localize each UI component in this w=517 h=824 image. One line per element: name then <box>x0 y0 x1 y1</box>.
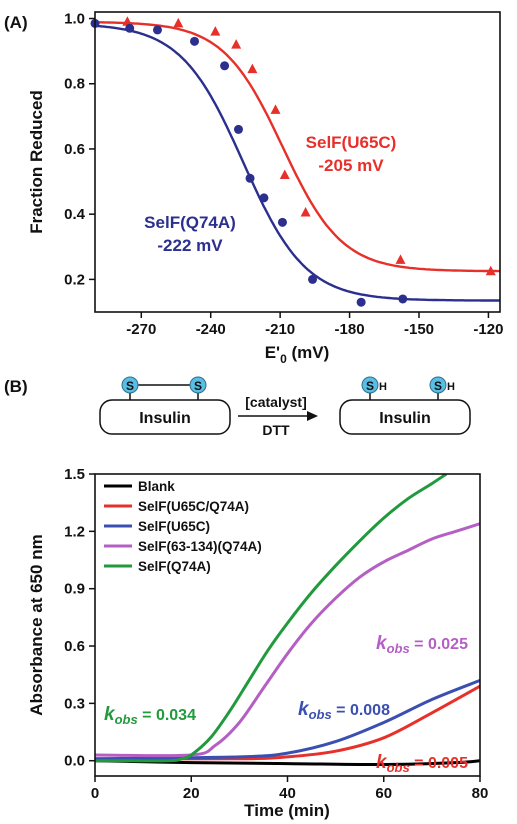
legend-label: Blank <box>138 479 175 494</box>
chart-a-ticks: -270 -240 -210 -180 -150 -120 0.2 0.4 0.6 0.8 1.0 <box>64 11 503 338</box>
redox-titration-chart: -270 -240 -210 -180 -150 -1200.20.40.60.81.0 … <box>27 11 503 366</box>
data-point <box>210 26 221 36</box>
fit-curve <box>94 21 500 273</box>
x-tick-label: 0 <box>91 785 99 802</box>
substrate-label: Insulin <box>139 410 191 427</box>
y-tick-label: 1.0 <box>64 11 85 28</box>
series-line <box>95 759 480 767</box>
thiol-h-label: H <box>447 381 455 393</box>
reaction-arrow: [catalyst] DTT <box>238 394 318 438</box>
data-point <box>190 36 200 46</box>
x-tick-label: -210 <box>265 321 295 338</box>
product-label: Insulin <box>379 410 431 427</box>
y-tick-label: 0.9 <box>64 581 85 598</box>
data-point <box>231 39 242 49</box>
chart-a-fit-curves <box>94 21 500 302</box>
series-annotation: SelF(Q74A) <box>144 213 236 232</box>
sulfur-atom <box>121 376 139 394</box>
data-point <box>152 25 162 35</box>
data-point <box>247 63 258 74</box>
x-tick-label: 20 <box>183 785 200 802</box>
thiol-atom-label: S <box>366 379 374 393</box>
data-point <box>173 17 184 28</box>
x-tick-label: 60 <box>375 785 392 802</box>
reagent-label: DTT <box>262 422 290 438</box>
y-tick-label: 0.4 <box>64 206 86 223</box>
rate-constant-label: kobs = 0.005 <box>376 752 468 775</box>
y-tick-label: 0.8 <box>64 76 85 93</box>
series-annotation: -205 mV <box>318 156 384 175</box>
data-point <box>122 16 133 26</box>
x-tick-label: -180 <box>335 321 365 338</box>
chart-a-annotations: SelF(U65C) -205 mV SelF(Q74A) -222 mV <box>144 133 396 255</box>
rate-constant-label: kobs = 0.025 <box>376 633 468 656</box>
chart-b-xlabel: Time (min) <box>244 801 330 820</box>
fit-curve <box>94 24 500 302</box>
legend-label: SelF(U65C) <box>138 519 210 534</box>
chart-b-ticks: 0 20 40 60 80 0.0 0.3 0.6 0.9 1.2 1.5 <box>64 466 488 802</box>
data-point <box>270 104 281 114</box>
thiol-atom <box>361 376 379 394</box>
chart-b-lines <box>95 474 480 767</box>
legend-label: SelF(U65C/Q74A) <box>138 499 249 514</box>
x-tick-label: -240 <box>196 321 226 338</box>
chart-b-frame <box>94 473 481 777</box>
y-tick-label: 0.3 <box>64 695 85 712</box>
data-point <box>220 61 230 71</box>
panel-a-label: (A) <box>4 13 28 32</box>
series-annotation: SelF(U65C) <box>306 133 397 152</box>
y-tick-label: 1.5 <box>64 466 85 483</box>
rate-constant-label: kobs = 0.008 <box>298 699 390 722</box>
substrate-insulin: S S Insulin <box>99 376 231 435</box>
sulfur-atom-label: S <box>194 379 202 393</box>
reaction-scheme: S S Insulin [catalyst] DTT S H S H Insul… <box>99 376 471 438</box>
chart-a-points <box>90 16 496 307</box>
y-tick-label: 0.6 <box>64 638 85 655</box>
panel-b-label: (B) <box>4 377 28 396</box>
sulfur-atom <box>189 376 207 394</box>
insulin-reduction-chart: 0 20 40 60 80 0.0 0.3 0.6 0.9 1.2 1.5 Blank SelF(U6… <box>27 466 488 820</box>
x-tick-label: 40 <box>279 785 296 802</box>
thiol-h-label: H <box>379 381 387 393</box>
data-point <box>308 274 318 284</box>
data-point <box>356 297 366 307</box>
x-tick-label: -120 <box>473 321 503 338</box>
chart-b-legend: Blank SelF(U65C/Q74A) SelF(U65C) SelF(63-13… <box>104 479 262 574</box>
sulfur-atom-label: S <box>126 379 134 393</box>
thiol-atom <box>429 376 447 394</box>
series-annotation: -222 mV <box>157 236 223 255</box>
product-insulin: S H S H Insulin <box>339 376 471 435</box>
catalyst-label: [catalyst] <box>245 394 306 410</box>
y-tick-label: 0.6 <box>64 141 85 158</box>
x-tick-label: 80 <box>472 785 489 802</box>
chart-b-rate-labels: kobs = 0.005 kobs = 0.008 kobs = 0.025 kobs… <box>104 633 468 775</box>
y-tick-label: 0.2 <box>64 271 85 288</box>
chart-b-ylabel: Absorbance at 650 nm <box>27 534 46 715</box>
rate-constant-label: kobs = 0.034 <box>104 704 196 727</box>
y-tick-label: 1.2 <box>64 523 85 540</box>
x-tick-label: -270 <box>126 321 156 338</box>
data-point <box>259 193 269 203</box>
chart-a-ylabel: Fraction Reduced <box>27 90 46 234</box>
data-point <box>279 169 290 180</box>
legend-label: SelF(63-134)(Q74A) <box>138 539 262 554</box>
x-tick-label: -150 <box>404 321 434 338</box>
series-line <box>95 679 480 761</box>
data-point <box>398 294 408 304</box>
series-line <box>95 522 480 758</box>
chart-a-frame <box>94 11 501 313</box>
chart-a-xlabel: E'0 (mV) <box>265 343 330 366</box>
data-point <box>485 265 496 276</box>
data-point <box>277 217 287 227</box>
series-line <box>95 474 448 763</box>
legend-label: SelF(Q74A) <box>138 559 211 574</box>
data-point <box>245 173 255 183</box>
data-point <box>233 124 243 134</box>
data-point <box>300 207 311 217</box>
thiol-atom-label: S <box>434 379 442 393</box>
data-point <box>395 254 406 264</box>
y-tick-label: 0.0 <box>64 753 85 770</box>
data-point <box>125 23 135 33</box>
